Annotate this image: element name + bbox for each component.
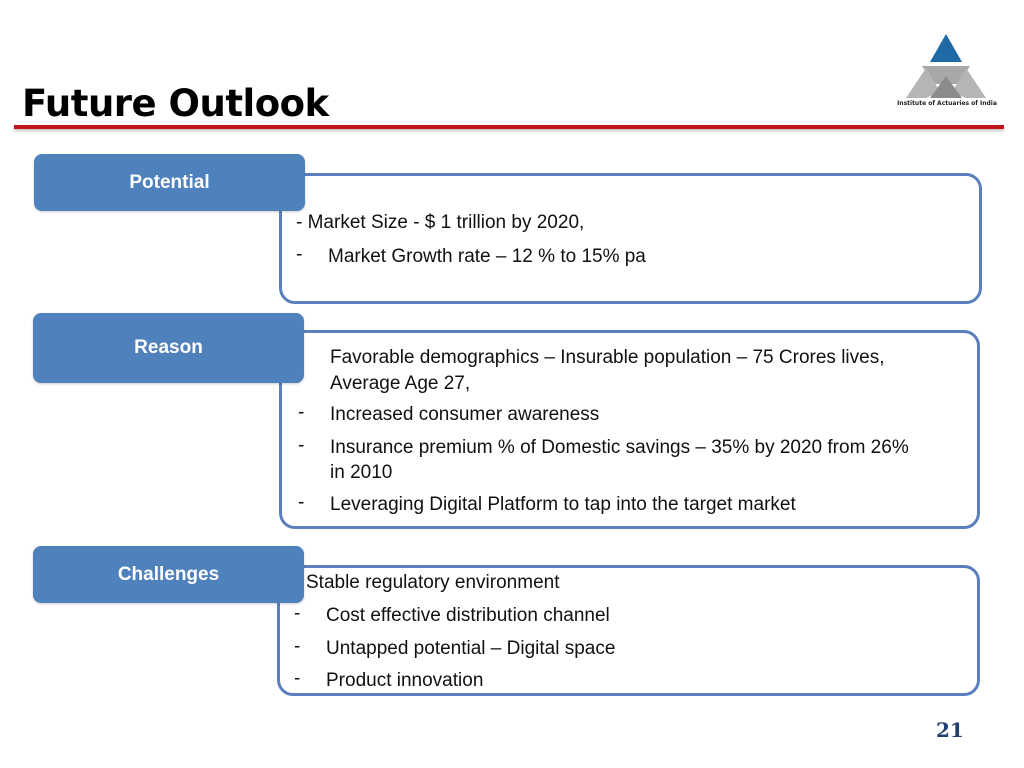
- bullet-dash: -: [298, 402, 305, 423]
- potential-card: [279, 173, 982, 304]
- bullet-dash: -: [298, 492, 305, 513]
- list-item: in 2010: [330, 462, 393, 483]
- reason-card: [279, 330, 980, 529]
- logo-caption: Institute of Actuaries of India: [897, 100, 997, 107]
- bullet-dash: -: [298, 435, 305, 456]
- institute-logo: [906, 34, 986, 98]
- list-item: Average Age 27,: [330, 373, 471, 394]
- bullet-dash: -: [294, 668, 301, 689]
- list-item: Favorable demographics – Insurable popul…: [330, 347, 885, 368]
- list-item: Market Growth rate – 12 % to 15% pa: [328, 246, 646, 267]
- challenges-card: [277, 565, 980, 696]
- bullet-dash: -: [294, 636, 301, 657]
- list-item: Cost effective distribution channel: [326, 605, 610, 626]
- slide-title: Future Outlook: [22, 82, 329, 125]
- potential-tag: Potential: [34, 154, 305, 211]
- list-item: Product innovation: [326, 670, 484, 691]
- list-item: Untapped potential – Digital space: [326, 638, 616, 659]
- list-item: Insurance premium % of Domestic savings …: [330, 437, 909, 458]
- reason-tag: Reason: [33, 313, 304, 383]
- title-underline: [14, 125, 1004, 129]
- list-item: Increased consumer awareness: [330, 404, 600, 425]
- bullet-dash: -: [296, 244, 303, 265]
- challenges-tag: Challenges: [33, 546, 304, 603]
- list-item: Stable regulatory environment: [306, 572, 560, 593]
- page-number: 21: [936, 718, 964, 742]
- bullet-dash: -: [294, 603, 301, 624]
- list-item: - Market Size - $ 1 trillion by 2020,: [296, 212, 585, 233]
- list-item: Leveraging Digital Platform to tap into …: [330, 494, 796, 515]
